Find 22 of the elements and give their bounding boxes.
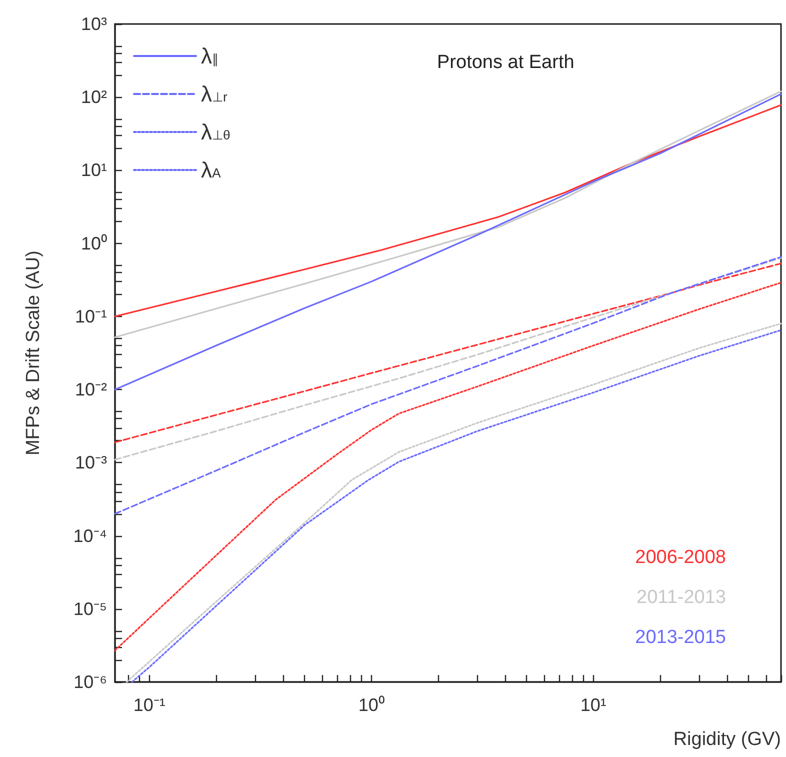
y-tick-label: 10⁻² [74, 380, 108, 400]
legend-label: λA [201, 158, 221, 182]
y-tick-label: 10⁻¹ [74, 306, 108, 326]
x-tick-label: 10⁻¹ [133, 695, 166, 715]
x-tick-label: 10⁰ [358, 695, 384, 715]
y-tick-label: 10⁻⁴ [73, 526, 107, 546]
x-tick-label: 10¹ [580, 695, 606, 715]
text: Protons at Earth [437, 52, 574, 73]
y-tick-label: 10² [80, 87, 108, 108]
y-tick-label: 10³ [80, 14, 108, 34]
legend-label: λ⊥r [201, 82, 228, 106]
annotation: 2006-2008 [635, 547, 726, 568]
legend-label: λ⊥θ [201, 120, 230, 144]
y-tick-label: 10⁻⁵ [74, 598, 107, 619]
y-tick-label: 10⁻³ [74, 452, 108, 473]
legend-label: λ∥ [201, 44, 219, 68]
y-axis-title: MFPs & Drift Scale (AU) [23, 250, 44, 456]
y-tick-label: 10⁰ [80, 233, 107, 254]
annotation: 2013-2015 [635, 627, 726, 648]
x-axis-title: Rigidity (GV) [673, 729, 781, 750]
y-tick-label: 10⁻⁶ [74, 672, 107, 692]
y-tick-label: 10¹ [80, 160, 108, 180]
